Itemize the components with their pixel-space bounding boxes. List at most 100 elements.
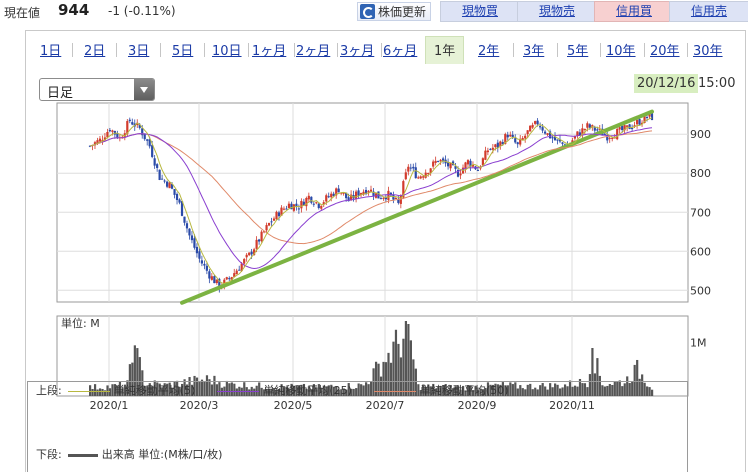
candle-body — [277, 212, 281, 217]
volume-bar — [233, 383, 236, 396]
volume-bar — [593, 373, 597, 396]
margin-buy-button[interactable]: 信用買 — [594, 1, 674, 22]
volume-bar — [414, 368, 417, 396]
volume-bar — [136, 348, 139, 396]
candle-body — [188, 228, 191, 236]
tab-separator — [72, 43, 73, 57]
tab-2d[interactable]: 2日 — [84, 44, 106, 59]
volume-bar — [496, 384, 500, 396]
volume-bar — [404, 321, 408, 396]
volume-bar — [273, 387, 276, 396]
volume-bar — [633, 364, 636, 396]
tab-10y[interactable]: 10年 — [606, 44, 636, 59]
candle-body — [230, 277, 233, 281]
legend-swatch — [67, 453, 98, 457]
volume-bar — [422, 384, 425, 396]
tab-20y[interactable]: 20年 — [650, 44, 680, 59]
volume-bar — [481, 389, 485, 396]
price-change: -1 (-0.11%) — [108, 4, 176, 18]
candle-body — [464, 162, 467, 169]
chevron-down-icon[interactable] — [134, 79, 154, 100]
volume-bar — [340, 389, 343, 396]
volume-bar — [173, 381, 176, 396]
volume-bar — [108, 388, 112, 396]
volume-bar — [407, 324, 410, 396]
candle-body — [417, 177, 420, 179]
volume-bar — [240, 387, 243, 396]
candle-body — [235, 270, 238, 275]
candle-body — [322, 202, 325, 205]
margin-sell-button[interactable]: 信用売 — [669, 1, 748, 22]
candle-body — [233, 273, 236, 277]
volume-bar — [141, 370, 144, 396]
candle-body — [96, 140, 99, 144]
volume-bar — [382, 361, 385, 396]
candle-body — [496, 142, 499, 148]
period-select[interactable]: 日足 — [39, 78, 155, 101]
cash-sell-button[interactable]: 現物売 — [517, 1, 597, 22]
volume-bar — [151, 385, 154, 396]
volume-bar — [312, 384, 316, 396]
tab-5d[interactable]: 5日 — [172, 44, 194, 59]
candle-body — [645, 116, 649, 118]
candle-body — [404, 172, 407, 180]
cash-buy-button[interactable]: 現物買 — [440, 1, 520, 22]
volume-bar — [330, 384, 333, 396]
volume-bar — [148, 383, 151, 396]
tab-3d[interactable]: 3日 — [128, 44, 150, 59]
volume-bar — [598, 375, 601, 396]
candle-body — [449, 163, 452, 169]
tab-3m[interactable]: 3ヶ月 — [340, 44, 375, 59]
tab-separator — [116, 43, 117, 57]
tab-10d[interactable]: 10日 — [212, 44, 242, 59]
volume-bar — [399, 357, 403, 396]
tab-6m[interactable]: 6ヶ月 — [383, 44, 418, 59]
tab-2y[interactable]: 2年 — [478, 44, 500, 59]
tab-separator — [687, 43, 688, 57]
candle-body — [163, 180, 166, 182]
candle-body — [248, 252, 251, 256]
legend-swatch — [217, 390, 260, 392]
volume-bar — [417, 384, 420, 396]
volume-bar — [327, 385, 330, 396]
legend-swatch — [373, 390, 416, 392]
volume-bar — [342, 388, 345, 396]
volume-bar — [484, 387, 487, 396]
candle-body — [524, 135, 527, 139]
tab-5y[interactable]: 5年 — [567, 44, 589, 59]
volume-bar — [424, 387, 427, 396]
volume-bar — [220, 387, 223, 396]
volume-bar — [93, 384, 97, 396]
candle-body — [342, 192, 345, 194]
tab-1m[interactable]: 1ヶ月 — [252, 44, 287, 59]
volume-bar — [126, 380, 129, 396]
volume-bar — [215, 384, 219, 396]
volume-bar — [546, 389, 549, 396]
tab-2m[interactable]: 2ヶ月 — [296, 44, 331, 59]
trend-line — [180, 109, 654, 305]
last-update-time: 15:00 — [698, 76, 736, 91]
volume-bar — [121, 388, 124, 396]
candle-body — [369, 189, 373, 192]
candle-body — [345, 192, 348, 199]
refresh-price-button[interactable]: 株価更新 — [357, 2, 432, 21]
tab-3y[interactable]: 3年 — [523, 44, 545, 59]
tab-1d[interactable]: 1日 — [40, 44, 62, 59]
candle-body — [519, 138, 522, 145]
current-price-value: 944 — [58, 1, 90, 19]
volume-bar — [282, 386, 286, 396]
volume-bar — [434, 388, 437, 396]
volume-bar — [163, 383, 166, 396]
volume-bar — [295, 385, 298, 396]
volume-bar — [392, 341, 395, 396]
tab-1y[interactable]: 1年 — [425, 36, 465, 64]
candle-body — [499, 141, 502, 147]
candle-body — [618, 127, 621, 130]
y-tick-label: 900 — [690, 128, 711, 141]
candle-body — [151, 145, 154, 157]
candle-body — [432, 161, 435, 167]
candle-body — [101, 139, 104, 141]
candle-body — [272, 218, 276, 221]
candle-body — [335, 188, 338, 196]
tab-30y[interactable]: 30年 — [693, 44, 723, 59]
